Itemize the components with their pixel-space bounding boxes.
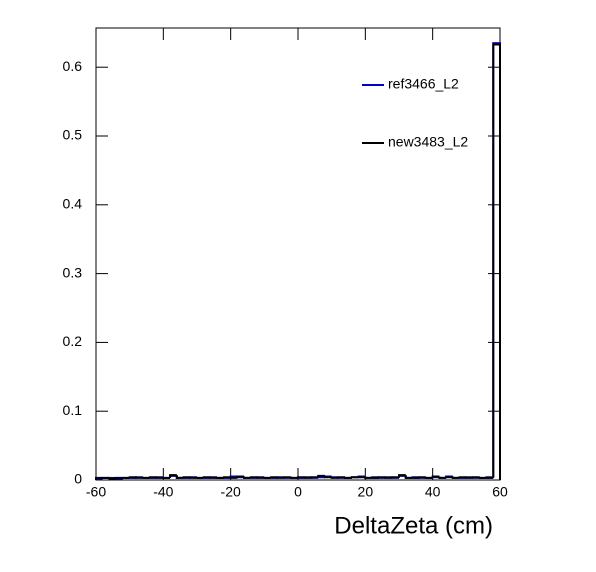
histogram-bin [478,476,487,479]
histogram-bin [128,476,137,479]
histogram-bin [330,476,339,479]
y-tick-label: 0.1 [63,402,83,418]
histogram-bin [492,42,501,480]
histogram-bin [256,476,265,479]
legend-label: new3483_L2 [388,134,468,150]
histogram-bin [236,475,245,478]
histogram-bin [391,476,399,479]
histogram-bin [135,476,144,479]
histogram-bin [202,476,211,479]
histogram-bin [209,476,218,479]
histogram-bin [290,476,298,479]
histogram-bin [492,43,501,480]
x-tick-label: 40 [425,484,441,500]
histogram-bin [465,476,474,479]
x-tick-label: -20 [221,484,241,500]
x-tick-label: 0 [294,484,302,500]
histogram-bin [222,476,231,479]
histogram-bin [317,476,325,479]
histogram-bin [431,475,440,478]
y-tick-label: 0.2 [63,333,83,349]
histogram-bin [445,476,453,479]
y-tick-label: 0.3 [63,264,83,280]
y-tick-label: 0 [74,471,82,487]
histogram-bin [276,476,285,479]
histogram-bin [283,476,292,479]
histogram-bin [404,475,413,479]
histogram-bin [249,476,258,479]
histogram-bin [243,476,251,479]
histogram-bin [303,476,312,479]
histogram-bin [438,476,447,479]
histogram-bin [155,476,164,479]
histogram-bin [175,475,184,479]
histogram-bin [344,476,352,479]
legend-box [357,60,492,168]
histogram-bin [317,474,325,478]
histogram-bin [350,476,359,479]
legend-label: ref3466_L2 [388,76,459,92]
histogram-bin [418,476,426,479]
x-tick-label: 20 [358,484,374,500]
histogram-bin [108,477,117,480]
x-tick-label: -40 [153,484,173,500]
histogram-bin [115,476,123,479]
histogram-bin [229,476,238,479]
histogram-bin [148,476,157,479]
histogram-bin [424,476,433,479]
x-tick-label: -60 [86,484,106,500]
histogram-bin [323,475,332,479]
histogram-bin [95,476,103,480]
histogram-bin [182,476,191,479]
histogram-bin [337,476,346,479]
histogram-bin [472,476,480,479]
histogram-bin [451,476,460,479]
histogram-bin [297,476,305,479]
y-tick-label: 0.5 [63,127,83,143]
histogram-bin [310,476,319,479]
y-tick-label: 0.4 [63,196,83,212]
histogram-bin [458,476,467,479]
histogram-bin [189,476,197,479]
histogram-bin [364,476,373,479]
histogram-bin [384,476,393,479]
histogram-bin [398,474,406,478]
histogram-bin [270,476,278,479]
histogram-bin [169,474,177,478]
histogram-bin [377,476,386,479]
x-tick-label: 60 [492,484,508,500]
x-axis-title: DeltaZeta (cm) [334,512,493,539]
y-tick-label: 0.6 [63,58,83,74]
